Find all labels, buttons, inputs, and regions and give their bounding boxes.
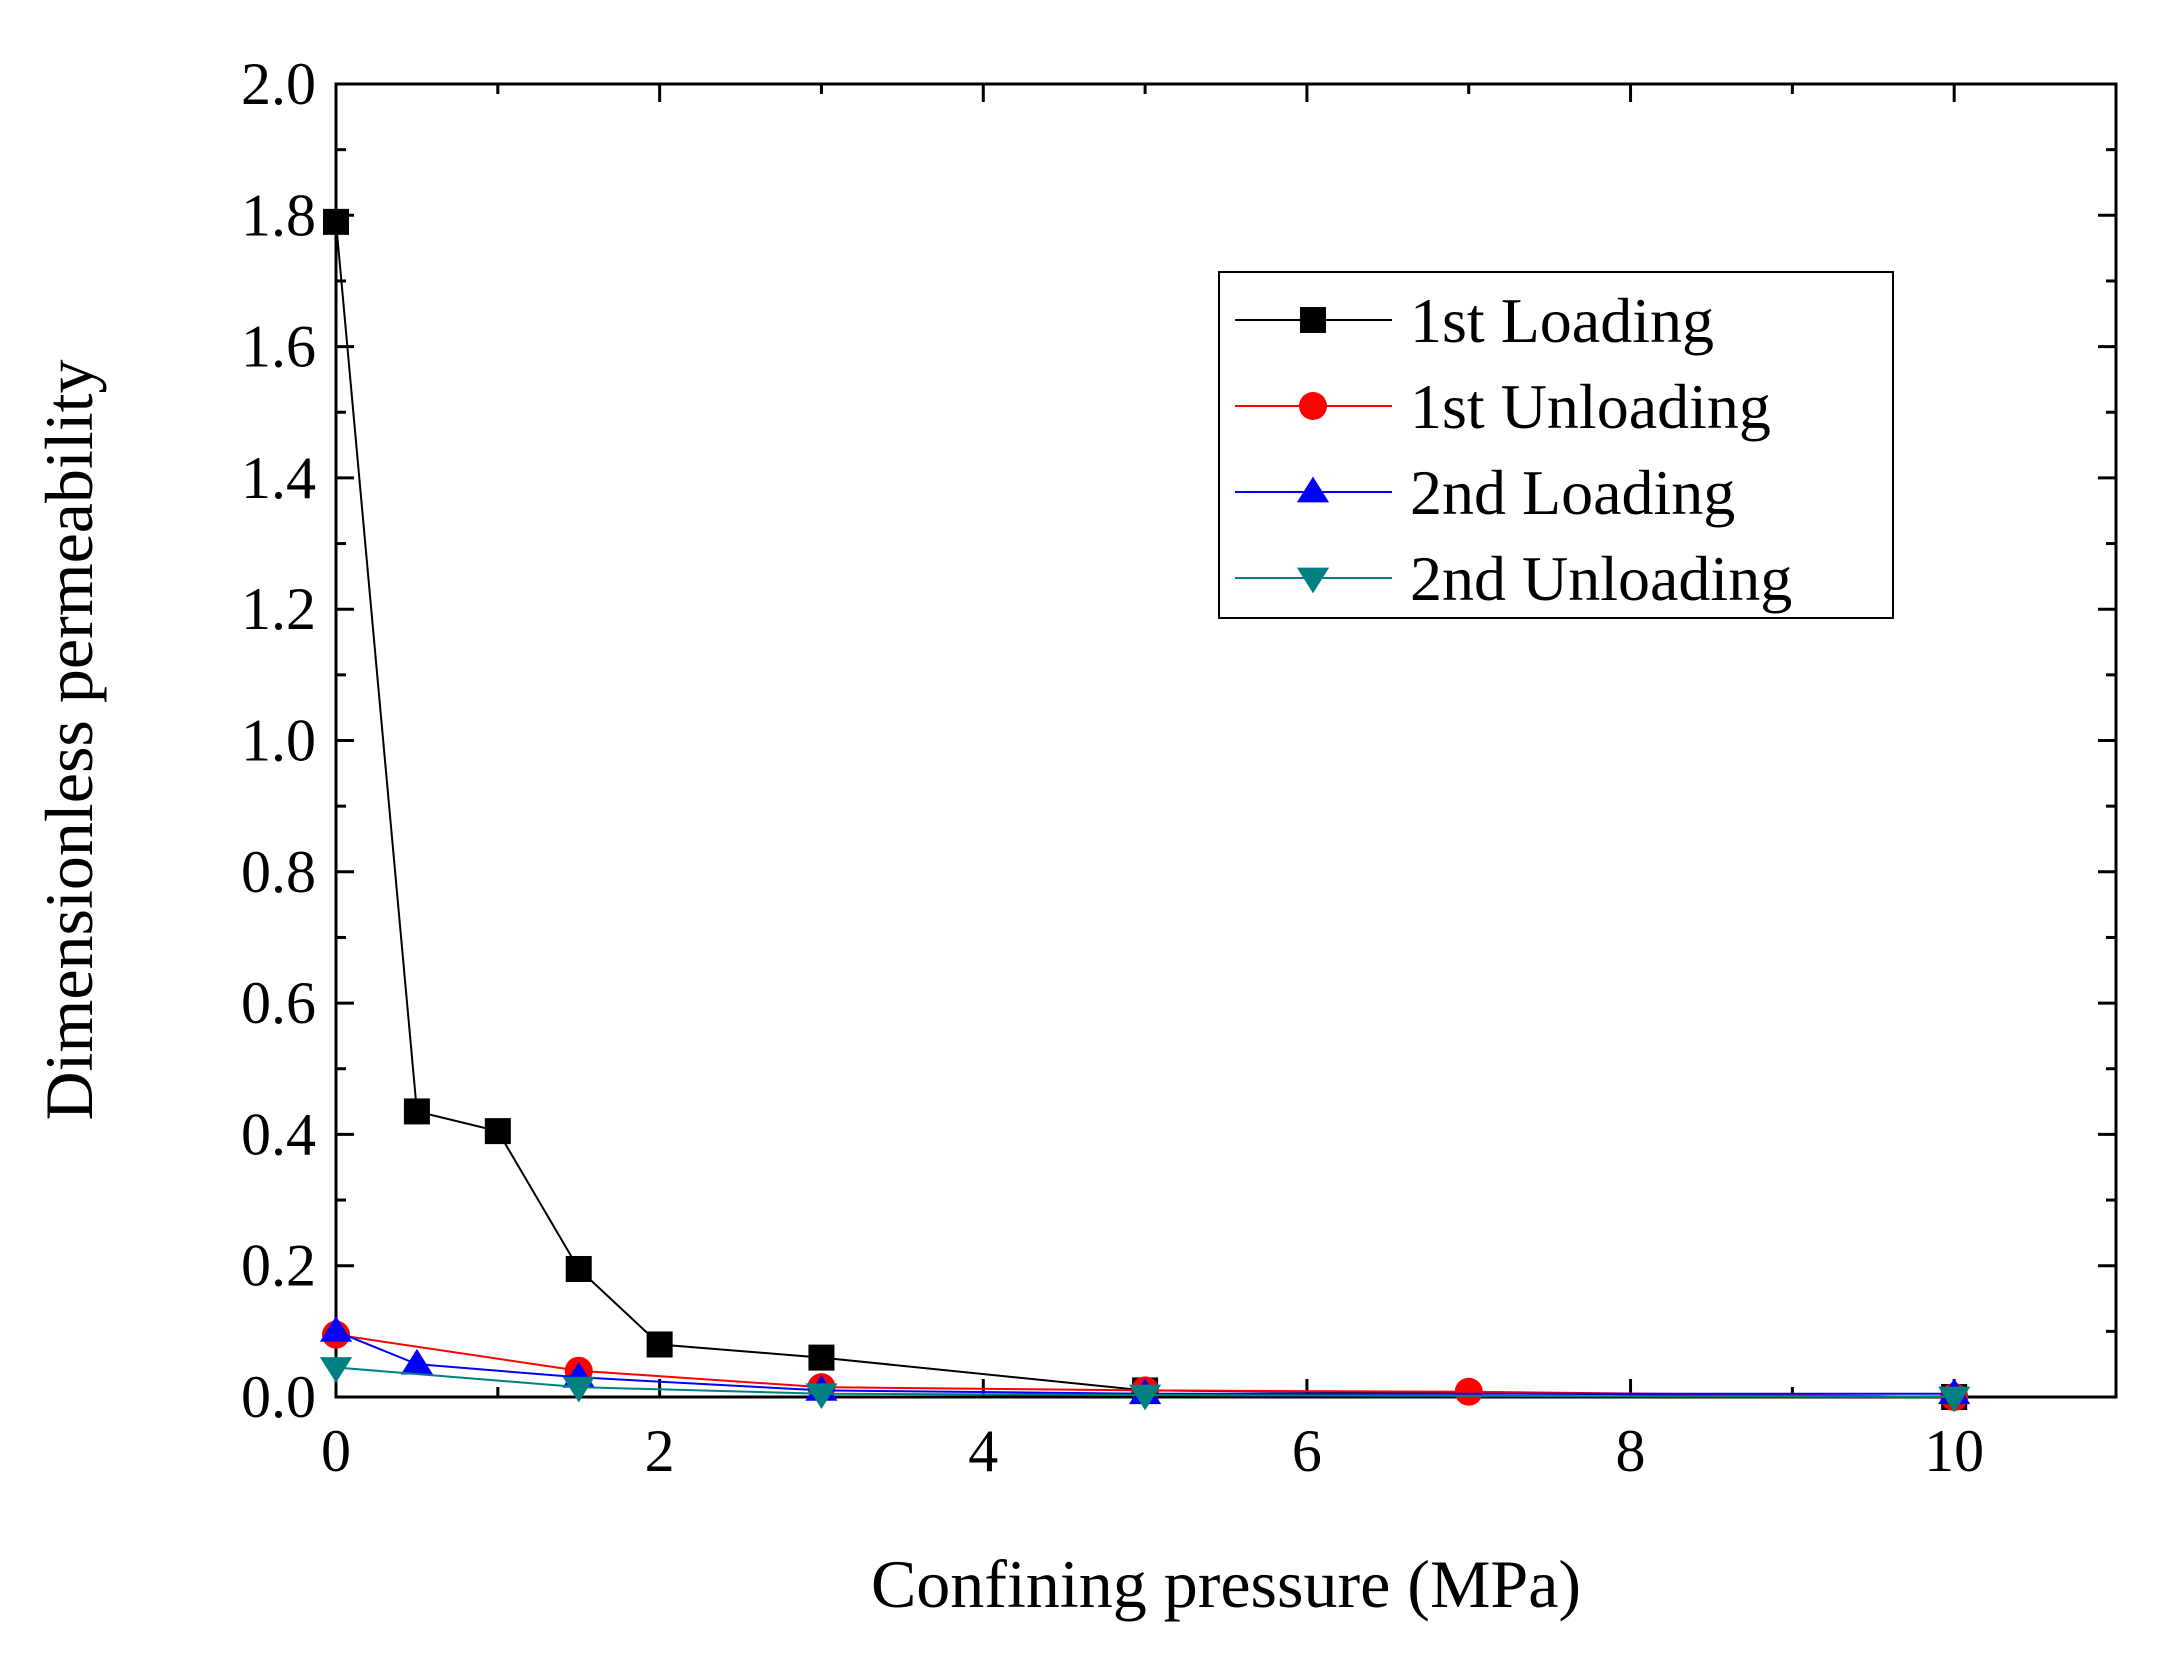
x-axis-title: Confining pressure (MPa) xyxy=(871,1546,1581,1622)
data-point xyxy=(646,1331,673,1358)
series-line xyxy=(335,1330,1955,1395)
x-tick-label: 0 xyxy=(321,1418,351,1484)
y-tick-label: 1.8 xyxy=(241,182,316,248)
legend-label: 1st Loading xyxy=(1410,285,1714,356)
data-point xyxy=(808,1344,835,1371)
legend-item: 1st Loading xyxy=(1235,285,1714,356)
legend-marker xyxy=(1300,307,1326,333)
x-tick-label: 8 xyxy=(1616,1418,1646,1484)
legend-label: 1st Unloading xyxy=(1410,371,1771,442)
data-point xyxy=(1938,1386,1971,1413)
legend-marker xyxy=(1299,392,1327,420)
axis-tick-labels: 0 2 4 6 8 10 0.0 0.2 0.4 0.6 0.8 1.0 1.2 1.4 1.6 1.8 2.0 xyxy=(241,51,1984,1484)
data-point xyxy=(1454,1377,1483,1406)
axis-ticks xyxy=(334,82,2116,1399)
x-tick-label: 6 xyxy=(1292,1418,1322,1484)
y-axis-title: Dimensionless permeability xyxy=(31,359,107,1120)
data-point xyxy=(403,1098,430,1125)
x-tick-label: 10 xyxy=(1924,1418,1984,1484)
x-tick-label: 2 xyxy=(645,1418,675,1484)
legend-box xyxy=(1218,271,1894,619)
series-layer xyxy=(319,208,1971,1413)
y-tick-label: 0.4 xyxy=(241,1101,316,1167)
data-point xyxy=(805,1383,838,1410)
legend-item: 2nd Unloading xyxy=(1235,543,1792,614)
y-tick-label: 0.6 xyxy=(241,970,316,1036)
series-line xyxy=(335,221,1955,1398)
y-tick-label: 1.2 xyxy=(241,576,316,642)
data-point xyxy=(319,1316,353,1342)
legend-label: 2nd Unloading xyxy=(1410,543,1792,614)
y-tick-label: 0.8 xyxy=(241,839,316,905)
y-tick-label: 0.0 xyxy=(241,1364,316,1430)
data-point xyxy=(323,208,349,235)
series-2nd-unloading xyxy=(319,1357,1971,1413)
y-tick-label: 1.0 xyxy=(241,708,316,774)
legend-marker xyxy=(1296,567,1330,594)
legend-label: 2nd Loading xyxy=(1410,457,1735,528)
data-point xyxy=(319,1357,353,1383)
y-tick-label: 2.0 xyxy=(241,51,316,117)
legend-item: 1st Unloading xyxy=(1235,371,1771,442)
y-tick-label: 1.4 xyxy=(241,445,316,511)
data-point xyxy=(484,1118,511,1145)
legend-marker xyxy=(1296,476,1330,503)
y-tick-label: 1.6 xyxy=(241,314,316,380)
y-tick-label: 0.2 xyxy=(241,1233,316,1299)
legend-item: 2nd Loading xyxy=(1235,457,1735,528)
data-point xyxy=(1128,1384,1162,1411)
data-point xyxy=(400,1348,434,1375)
series-line xyxy=(335,1333,1955,1398)
data-point xyxy=(562,1376,595,1403)
x-tick-label: 4 xyxy=(968,1418,998,1484)
legend: 1st Loading 1st Unloading 2nd Loading 2nd U… xyxy=(1218,271,1894,619)
data-point xyxy=(565,1255,592,1282)
